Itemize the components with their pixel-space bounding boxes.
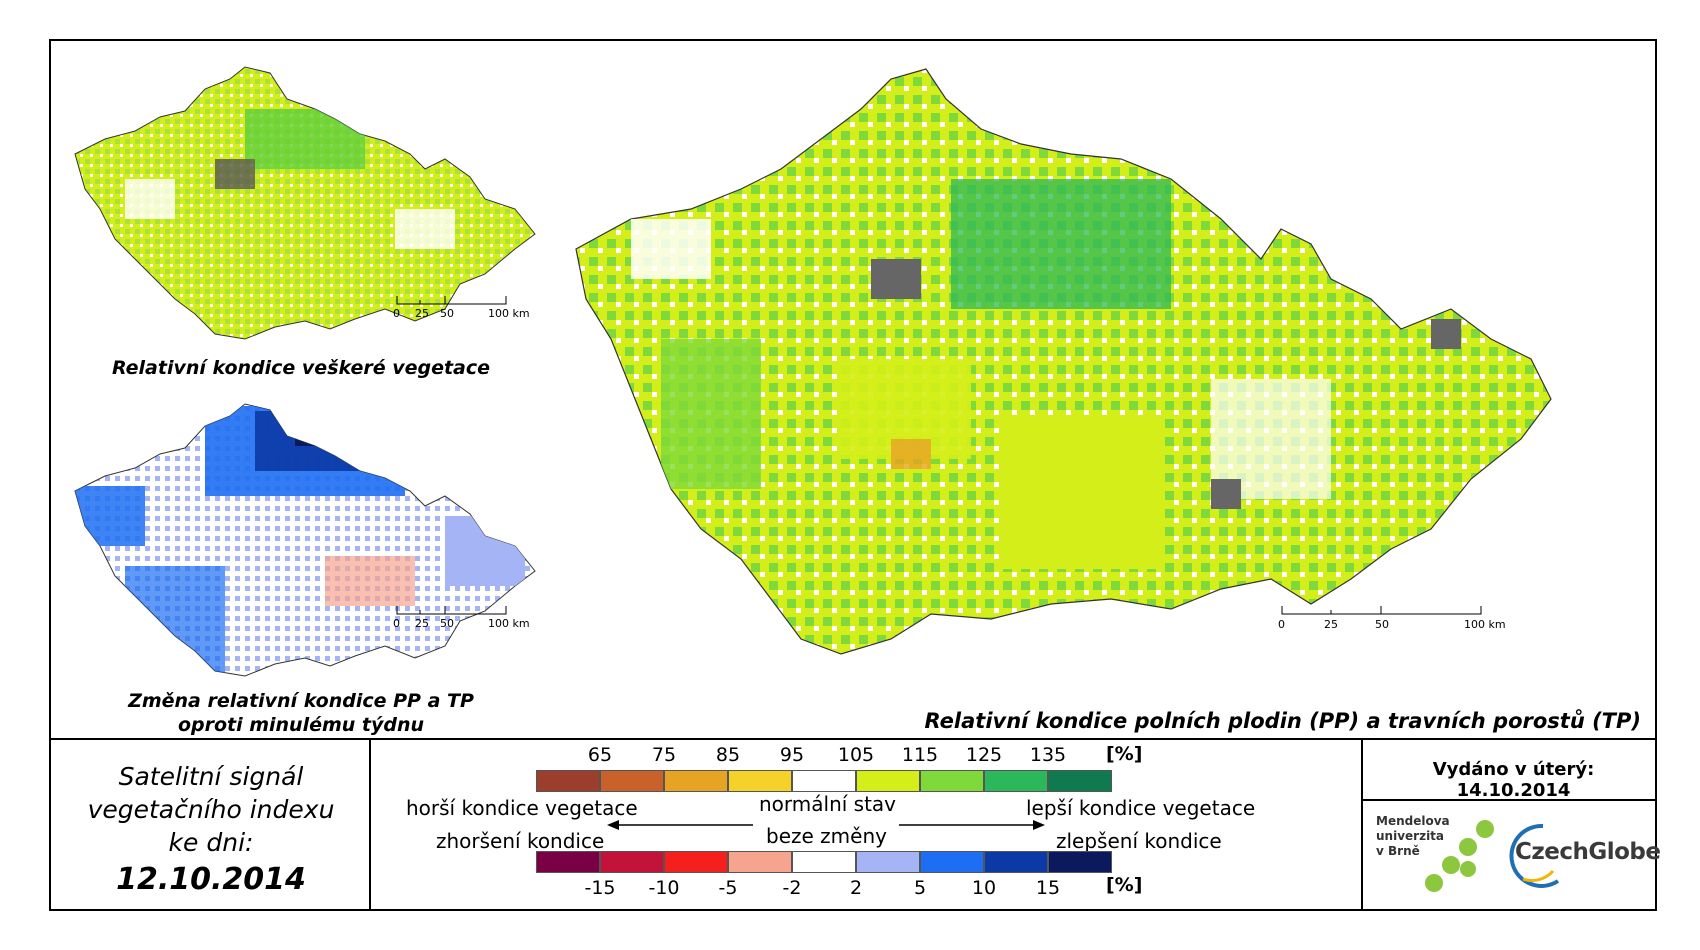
legend-bottom-swatch	[856, 851, 920, 873]
legend-bottom-swatch	[984, 851, 1048, 873]
divider-left	[369, 740, 371, 911]
info-date: 12.10.2014	[116, 862, 306, 897]
legend-top-swatch	[792, 770, 856, 792]
legend-bottom-swatch	[600, 851, 664, 873]
caption-crops-grassland-condition: Relativní kondice polních plodin (PP) a …	[924, 709, 1641, 733]
legend-center-line1: normální stav	[759, 792, 897, 816]
legend: 65 75 85 95 105 115 125 135 [%] horší kondice v…	[371, 740, 1361, 911]
legend-bottom-tick-label: 15	[1035, 877, 1061, 899]
legend-bottom-tick-label: 2	[849, 877, 863, 899]
legend-top-tick-label: 115	[901, 744, 939, 766]
legend-top-tick-label: 75	[651, 744, 677, 766]
divider-horizontal	[51, 738, 1655, 740]
legend-bottom-swatch	[536, 851, 600, 873]
legend-top-swatch	[664, 770, 728, 792]
legend-top-swatch	[984, 770, 1048, 792]
legend-bottom-swatch	[728, 851, 792, 873]
legend-top-tick-label: 95	[779, 744, 805, 766]
legend-bottom-swatch	[1048, 851, 1112, 873]
legend-top-swatch	[920, 770, 984, 792]
map-crops-grassland-condition	[575, 68, 1552, 655]
caption-condition-change: Změna relativní kondice PP a TP oproti m…	[128, 690, 474, 736]
info-line2: vegetačního indexu	[87, 795, 335, 824]
legend-top-unit: [%]	[1106, 743, 1143, 765]
map-vegetation-condition	[74, 66, 536, 340]
map-condition-change	[74, 403, 536, 677]
legend-top-tick-label: 85	[715, 744, 741, 766]
mendel-university-logo: Mendelova univerzita v Brně	[1376, 811, 1496, 906]
legend-bottom-tick-label: -10	[648, 877, 680, 899]
czechglobe-logo: CzechGlobe	[1503, 816, 1661, 896]
legend-bottom-tick-label: 5	[913, 877, 927, 899]
czechglobe-text: CzechGlobe	[1515, 839, 1661, 865]
legend-top-swatch	[1048, 770, 1112, 792]
legend-bottom-swatch	[920, 851, 984, 873]
arrow-right-icon	[899, 820, 1045, 830]
legend-top-tick-label: 135	[1029, 744, 1067, 766]
legend-bottom-tick-label: 10	[971, 877, 997, 899]
divider-right	[1361, 740, 1363, 911]
legend-bottom-tick-label: -5	[718, 877, 738, 899]
legend-left-line1: horší kondice vegetace	[406, 796, 638, 820]
legend-top-swatch	[728, 770, 792, 792]
divider-logo	[1363, 799, 1657, 801]
legend-bottom-swatch	[664, 851, 728, 873]
arrow-left-icon	[607, 820, 753, 830]
issued-date: Vydáno v úterý: 14.10.2014	[1432, 759, 1595, 801]
legend-bottom-tick-label: -15	[584, 877, 616, 899]
legend-top-tick-label: 125	[965, 744, 1003, 766]
legend-left-line2: zhoršení kondice	[436, 829, 605, 853]
info-line1: Satelitní signál	[118, 762, 304, 791]
legend-top-tick-label: 65	[587, 744, 613, 766]
legend-right-line2: zlepšení kondice	[1056, 829, 1222, 853]
legend-center-line2: beze změny	[766, 824, 887, 848]
figure-frame: 0 25 50 100 km Relativní kondice veškeré…	[49, 39, 1661, 911]
legend-top-tick-label: 105	[837, 744, 875, 766]
legend-top-swatch	[856, 770, 920, 792]
legend-top-swatch	[600, 770, 664, 792]
caption-vegetation-condition: Relativní kondice veškeré vegetace	[111, 357, 491, 379]
info-panel: Satelitní signál vegetačního indexu ke d…	[51, 740, 369, 911]
legend-bottom-tick-label: -2	[782, 877, 802, 899]
legend-top-swatch	[536, 770, 600, 792]
legend-bottom-swatch	[792, 851, 856, 873]
legend-bottom-unit: [%]	[1106, 874, 1143, 896]
legend-right-line1: lepší kondice vegetace	[1026, 796, 1256, 820]
info-line3: ke dni:	[168, 828, 254, 857]
mendel-dots-icon	[1425, 820, 1494, 892]
globe-arc-icon	[1509, 823, 1560, 888]
